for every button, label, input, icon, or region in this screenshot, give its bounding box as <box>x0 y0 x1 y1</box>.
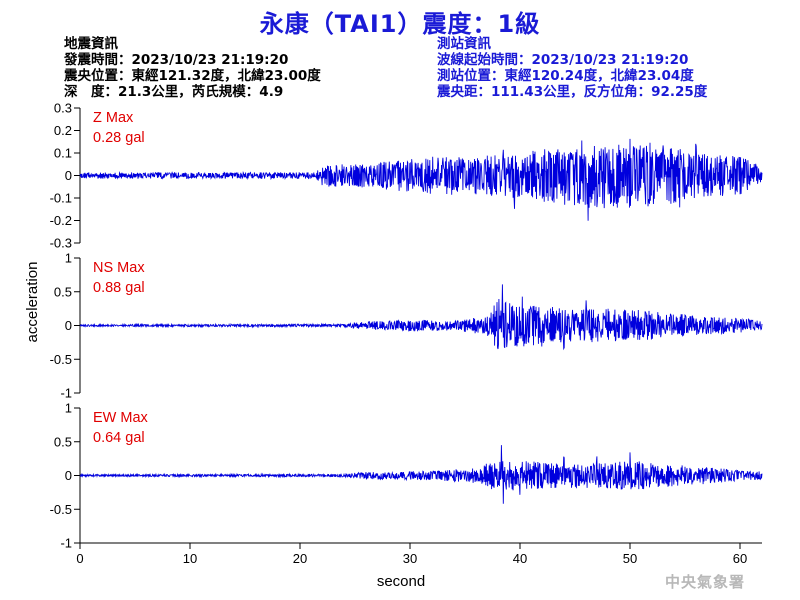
station-info-heading: 測站資訊 <box>437 36 491 52</box>
station-info: 測站資訊 波線起始時間：2023/10/23 21:19:20 測站位置：東經1… <box>437 36 707 100</box>
chart-title: 永康（TAI1）震度：1級 <box>259 10 541 38</box>
ew-max-label: EW Max <box>93 410 149 426</box>
earthquake-info-heading: 地震資訊 <box>64 36 118 52</box>
z-y-tick-label: -0.3 <box>50 236 72 251</box>
ns-y-tick-label: -0.5 <box>50 352 72 367</box>
z-y-tick-label: 0.2 <box>54 123 72 138</box>
z-max-label: Z Max <box>93 110 134 126</box>
station-location: 測站位置：東經120.24度，北緯23.04度 <box>437 68 694 84</box>
ns-waveform <box>79 284 763 351</box>
x-tick-label: 40 <box>513 551 527 566</box>
ns-y-tick-label: 1 <box>65 251 72 266</box>
origin-time: 發震時間：2023/10/23 21:19:20 <box>64 52 289 68</box>
ew-y-tick-label: 0 <box>65 468 72 483</box>
x-tick-label: 20 <box>293 551 307 566</box>
x-tick-label: 0 <box>76 551 83 566</box>
ns-max-value: 0.88 gal <box>93 280 145 296</box>
z-waveform <box>79 138 763 221</box>
ns-y-tick-label: -1 <box>60 386 72 401</box>
ew-y-tick-label: 0.5 <box>54 434 72 449</box>
x-tick-label: 60 <box>733 551 747 566</box>
depth-magnitude: 深 度：21.3公里，芮氏規模：4.9 <box>64 84 284 100</box>
ew-y-tick-label: 1 <box>65 401 72 416</box>
x-tick-label: 10 <box>183 551 197 566</box>
z-max-value: 0.28 gal <box>93 130 145 146</box>
ew-y-tick-label: -0.5 <box>50 502 72 517</box>
z-y-tick-label: -0.2 <box>50 213 72 228</box>
epicentral-distance: 震央距：111.43公里，反方位角：92.25度 <box>437 84 708 100</box>
earthquake-info: 地震資訊 發震時間：2023/10/23 21:19:20 震央位置：東經121… <box>64 36 321 100</box>
x-tick-label: 30 <box>403 551 417 566</box>
ew-waveform <box>79 445 763 504</box>
y-axis-title: acceleration <box>24 262 41 343</box>
ew-max-value: 0.64 gal <box>93 430 145 446</box>
ew-y-tick-label: -1 <box>60 536 72 551</box>
x-tick-label: 50 <box>623 551 637 566</box>
z-y-tick-label: -0.1 <box>50 191 72 206</box>
x-axis-title: second <box>377 573 425 590</box>
z-y-tick-label: 0.1 <box>54 146 72 161</box>
z-y-tick-label: 0.3 <box>54 101 72 116</box>
z-y-tick-label: 0 <box>65 168 72 183</box>
ns-max-label: NS Max <box>93 260 145 276</box>
epicenter-location: 震央位置：東經121.32度，北緯23.00度 <box>64 68 321 84</box>
wave-start-time: 波線起始時間：2023/10/23 21:19:20 <box>437 52 689 68</box>
ns-y-tick-label: 0 <box>65 318 72 333</box>
agency-watermark: 中央氣象署 <box>664 573 745 591</box>
ns-y-tick-label: 0.5 <box>54 284 72 299</box>
